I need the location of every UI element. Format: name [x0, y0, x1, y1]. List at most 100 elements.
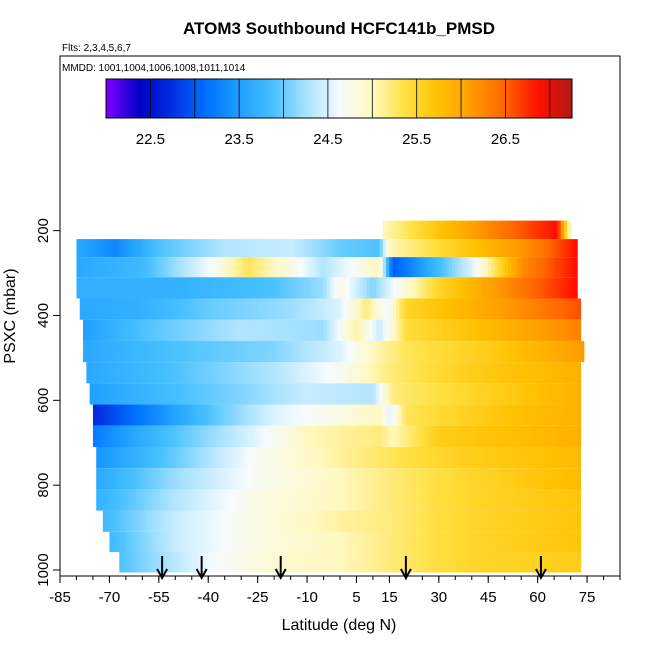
heatmap-cell	[175, 257, 180, 278]
heatmap-cell	[409, 425, 414, 447]
heatmap-cell	[221, 531, 226, 552]
heatmap-cell	[247, 468, 252, 490]
heatmap-cell	[244, 404, 249, 426]
heatmap-cell	[320, 362, 325, 384]
heatmap-cell	[112, 446, 117, 469]
heatmap-cell	[415, 551, 420, 573]
heatmap-cell	[99, 319, 104, 341]
heatmap-cell	[435, 425, 440, 447]
heatmap-cell	[567, 257, 572, 278]
heatmap-cell	[484, 298, 489, 320]
heatmap-cell	[264, 425, 269, 447]
heatmap-cell	[468, 551, 473, 573]
heatmap-cell	[313, 531, 318, 552]
heatmap-cell	[310, 425, 315, 447]
heatmap-cell	[287, 239, 292, 258]
heatmap-cell	[165, 446, 170, 469]
heatmap-cell	[251, 425, 255, 447]
heatmap-cell	[260, 425, 265, 447]
heatmap-cell	[181, 404, 186, 426]
heatmap-cell	[175, 404, 180, 426]
heatmap-cell	[211, 531, 216, 552]
heatmap-cell	[577, 404, 582, 426]
heatmap-cell	[86, 257, 91, 278]
heatmap-cell	[152, 277, 157, 299]
heatmap-cell	[155, 468, 160, 490]
heatmap-cell	[501, 220, 506, 240]
heatmap-cell	[145, 489, 150, 511]
heatmap-cell	[432, 531, 437, 552]
heatmap-cell	[452, 319, 456, 341]
heatmap-cell	[521, 340, 526, 363]
heatmap-cell	[412, 362, 417, 384]
heatmap-cell	[218, 468, 223, 490]
heatmap-cell	[142, 383, 147, 405]
heatmap-cell	[363, 298, 367, 320]
heatmap-cell	[244, 446, 249, 469]
heatmap-cell	[122, 362, 127, 384]
heatmap-cell	[122, 468, 127, 490]
heatmap-cell	[415, 340, 420, 363]
heatmap-cell	[251, 510, 255, 532]
heatmap-cell	[323, 510, 328, 532]
heatmap-cell	[458, 404, 463, 426]
x-tick-label: -70	[99, 589, 121, 606]
heatmap-cell	[181, 257, 186, 278]
heatmap-cell	[491, 298, 496, 320]
heatmap-cell	[333, 468, 338, 490]
heatmap-cell	[175, 551, 180, 573]
x-tick-label: 75	[579, 589, 596, 606]
heatmap-cell	[346, 362, 351, 384]
heatmap-cell	[359, 277, 364, 299]
heatmap-cell	[247, 239, 252, 258]
heatmap-cell	[132, 551, 137, 573]
heatmap-cell	[554, 298, 559, 320]
heatmap-cell	[452, 551, 456, 573]
heatmap-cell	[481, 425, 486, 447]
heatmap-cell	[524, 489, 529, 511]
heatmap-cell	[524, 468, 529, 490]
heatmap-cell	[359, 446, 364, 469]
heatmap-cell	[524, 239, 529, 258]
heatmap-cell	[181, 510, 186, 532]
heatmap-cell	[402, 319, 407, 341]
heatmap-cell	[99, 257, 104, 278]
heatmap-cell	[211, 257, 216, 278]
heatmap-cell	[554, 531, 559, 552]
heatmap-cell	[326, 298, 331, 320]
heatmap-cell	[172, 489, 176, 511]
heatmap-band	[86, 362, 582, 384]
heatmap-cell	[501, 383, 506, 405]
heatmap-cell	[284, 468, 288, 490]
heatmap-cell	[185, 257, 190, 278]
heatmap-cell	[323, 362, 328, 384]
heatmap-cell	[478, 489, 483, 511]
heatmap-cell	[399, 446, 404, 469]
heatmap-cell	[257, 298, 262, 320]
heatmap-cell	[438, 531, 443, 552]
heatmap-cell	[425, 489, 430, 511]
x-tick-label: -85	[49, 589, 71, 606]
heatmap-cell	[465, 383, 470, 405]
heatmap-cell	[475, 489, 479, 511]
heatmap-cell	[175, 239, 180, 258]
heatmap-cell	[162, 340, 167, 363]
heatmap-cell	[448, 489, 453, 511]
heatmap-cell	[129, 510, 134, 532]
heatmap-cell	[547, 551, 552, 573]
heatmap-cell	[445, 489, 450, 511]
heatmap-cell	[165, 383, 170, 405]
heatmap-cell	[221, 404, 226, 426]
heatmap-cell	[452, 468, 456, 490]
heatmap-cell	[445, 446, 450, 469]
heatmap-cell	[139, 298, 143, 320]
heatmap-cell	[560, 531, 565, 552]
heatmap-cell	[204, 257, 209, 278]
heatmap-cell	[537, 425, 542, 447]
heatmap-cell	[89, 298, 94, 320]
heatmap-cell	[214, 510, 219, 532]
heatmap-cell	[412, 319, 417, 341]
heatmap-cell	[297, 531, 302, 552]
heatmap-cell	[389, 239, 394, 258]
heatmap-cell	[172, 340, 176, 363]
